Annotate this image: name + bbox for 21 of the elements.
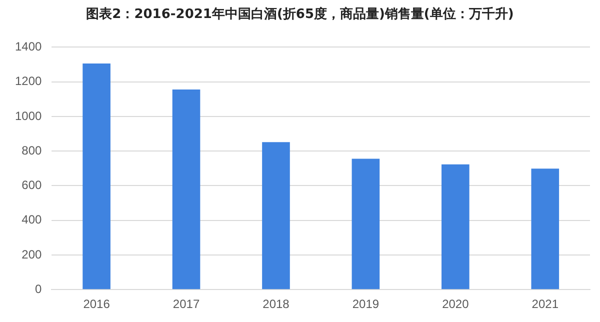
x-tick-label: 2021: [532, 297, 559, 312]
y-tick-label: 600: [22, 178, 42, 192]
y-tick-label: 1000: [14, 108, 42, 123]
bar: [262, 142, 290, 290]
y-tick-label: 0: [35, 282, 42, 296]
x-tick-label: 2016: [83, 297, 110, 312]
y-tick-label: 200: [22, 247, 42, 262]
x-tick-label: 2020: [442, 297, 470, 312]
chart-title: 图表2：2016-2021年中国白酒(折65度，商品量)销售量(单位：万千升): [85, 6, 515, 24]
y-tick-label: 800: [22, 143, 42, 158]
bar: [82, 63, 110, 290]
y-tick-label: 400: [22, 212, 42, 227]
y-tick-label: 1200: [14, 74, 42, 88]
bar: [172, 89, 200, 290]
bar: [442, 164, 470, 290]
bar: [352, 158, 380, 290]
x-tick-label: 2019: [352, 297, 380, 312]
x-tick-label: 2018: [262, 297, 290, 312]
y-tick-label: 1400: [14, 40, 42, 54]
x-tick-label: 2017: [172, 297, 200, 312]
bar: [531, 168, 560, 290]
